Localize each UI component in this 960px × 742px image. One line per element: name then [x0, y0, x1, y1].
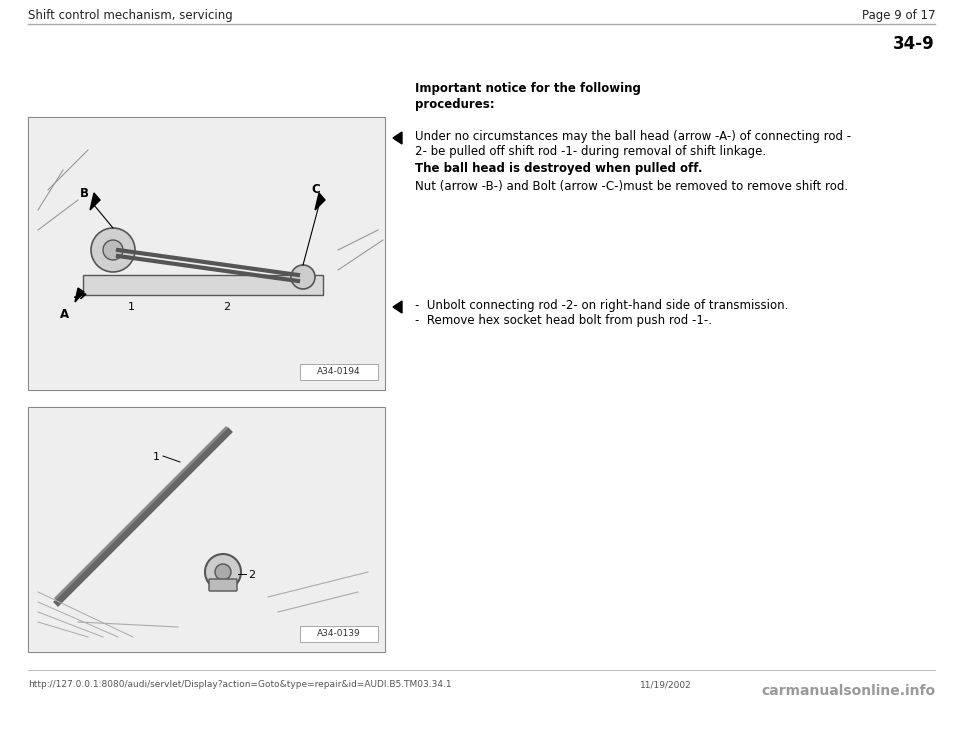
Text: Shift control mechanism, servicing: Shift control mechanism, servicing	[28, 9, 232, 22]
Circle shape	[215, 564, 231, 580]
Circle shape	[103, 240, 123, 260]
Text: procedures:: procedures:	[415, 98, 494, 111]
FancyBboxPatch shape	[29, 408, 384, 651]
Text: 11/19/2002: 11/19/2002	[640, 680, 692, 689]
Text: The ball head is destroyed when pulled off.: The ball head is destroyed when pulled o…	[415, 162, 703, 175]
Polygon shape	[315, 193, 325, 210]
FancyBboxPatch shape	[83, 275, 323, 295]
Text: A34-0194: A34-0194	[317, 367, 361, 376]
Circle shape	[205, 554, 241, 590]
Text: -  Unbolt connecting rod -2- on right-hand side of transmission.: - Unbolt connecting rod -2- on right-han…	[415, 299, 788, 312]
Text: 34-9: 34-9	[893, 35, 935, 53]
Polygon shape	[90, 193, 100, 210]
Text: 2- be pulled off shift rod -1- during removal of shift linkage.: 2- be pulled off shift rod -1- during re…	[415, 145, 766, 158]
Text: Under no circumstances may the ball head (arrow -A-) of connecting rod -: Under no circumstances may the ball head…	[415, 130, 852, 143]
FancyBboxPatch shape	[209, 579, 237, 591]
Text: -  Remove hex socket head bolt from push rod -1-.: - Remove hex socket head bolt from push …	[415, 314, 712, 327]
Text: carmanualsonline.info: carmanualsonline.info	[761, 684, 935, 698]
Circle shape	[91, 228, 135, 272]
Text: 1: 1	[153, 452, 160, 462]
FancyBboxPatch shape	[29, 118, 384, 389]
Text: 2: 2	[248, 570, 255, 580]
Text: Important notice for the following: Important notice for the following	[415, 82, 641, 95]
FancyBboxPatch shape	[300, 364, 378, 380]
Polygon shape	[75, 288, 84, 302]
Circle shape	[291, 265, 315, 289]
Text: B: B	[80, 187, 89, 200]
Polygon shape	[393, 132, 402, 144]
Text: 2: 2	[223, 302, 230, 312]
Text: A: A	[60, 308, 69, 321]
FancyBboxPatch shape	[28, 407, 385, 652]
Text: 1: 1	[128, 302, 135, 312]
Text: A34-0139: A34-0139	[317, 629, 361, 638]
Text: C: C	[311, 183, 320, 196]
Text: http://127.0.0.1:8080/audi/servlet/Display?action=Goto&type=repair&id=AUDI.B5.TM: http://127.0.0.1:8080/audi/servlet/Displ…	[28, 680, 451, 689]
Text: Page 9 of 17: Page 9 of 17	[861, 9, 935, 22]
Text: Nut (arrow -B-) and Bolt (arrow -C-)must be removed to remove shift rod.: Nut (arrow -B-) and Bolt (arrow -C-)must…	[415, 180, 848, 193]
FancyBboxPatch shape	[300, 626, 378, 642]
FancyBboxPatch shape	[28, 117, 385, 390]
Polygon shape	[393, 301, 402, 313]
